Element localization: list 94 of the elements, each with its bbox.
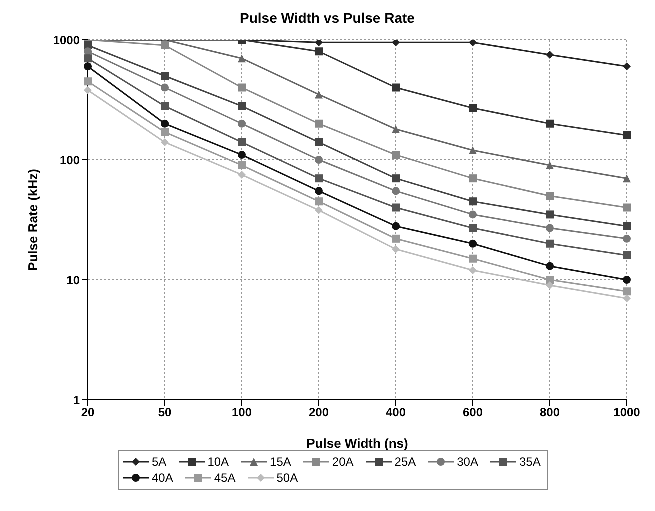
point — [392, 245, 400, 254]
point — [469, 198, 477, 206]
point — [623, 252, 631, 260]
point — [623, 294, 631, 303]
x-tick-label: 20 — [81, 406, 95, 420]
point — [623, 288, 631, 296]
point — [546, 262, 554, 270]
legend-label: 35A — [519, 455, 541, 469]
x-tick-label: 400 — [386, 406, 406, 420]
point — [238, 120, 246, 128]
point — [161, 41, 169, 50]
point — [469, 240, 477, 248]
point — [315, 138, 323, 146]
legend-label: 15A — [270, 455, 292, 469]
point — [392, 204, 400, 212]
point — [161, 128, 169, 136]
legend-label: 5A — [152, 455, 167, 469]
y-tick-label: 10 — [66, 273, 80, 288]
x-tick-label: 50 — [158, 406, 172, 420]
point — [546, 161, 554, 170]
legend-label: 25A — [394, 455, 416, 469]
point — [546, 192, 554, 200]
point — [546, 210, 554, 219]
x-tick-label: 100 — [232, 406, 252, 420]
point — [623, 234, 631, 243]
point — [469, 254, 477, 263]
point — [392, 84, 400, 92]
y-tick-label: 100 — [60, 153, 80, 168]
point — [546, 240, 554, 248]
point — [623, 132, 631, 140]
legend-label: 10A — [208, 455, 230, 469]
legend-label: 40A — [152, 471, 174, 485]
point — [161, 84, 169, 92]
legend-label: 45A — [214, 471, 236, 485]
point — [469, 210, 477, 219]
point — [546, 50, 554, 59]
point — [315, 120, 323, 128]
point — [469, 146, 477, 154]
y-tick-label: 1000 — [53, 33, 80, 48]
y-tick-label: 1 — [73, 393, 80, 408]
y-axis-title: Pulse Rate (kHz) — [26, 169, 41, 271]
point — [84, 78, 92, 86]
point — [469, 174, 477, 183]
legend-label: 30A — [457, 455, 478, 469]
x-tick-label: 800 — [540, 406, 560, 420]
point — [469, 40, 477, 47]
point — [546, 120, 554, 128]
point — [315, 206, 323, 214]
legend-label: 50A — [276, 471, 298, 485]
point — [392, 222, 400, 230]
point — [315, 90, 323, 99]
x-tick-label: 1000 — [614, 406, 641, 420]
point — [161, 120, 169, 128]
point — [315, 198, 323, 206]
point — [546, 224, 554, 232]
point — [161, 138, 169, 146]
point — [315, 187, 323, 196]
point — [315, 40, 323, 47]
point — [238, 54, 246, 63]
point — [392, 174, 400, 183]
point — [546, 281, 554, 290]
point — [84, 48, 92, 56]
point — [84, 86, 92, 94]
point — [392, 151, 400, 160]
point — [238, 138, 246, 146]
point — [84, 54, 92, 63]
point — [392, 125, 400, 134]
point — [392, 187, 400, 196]
point — [623, 62, 631, 71]
x-tick-label: 600 — [462, 406, 484, 420]
x-axis-title: Pulse Width (ns) — [306, 436, 408, 451]
point — [623, 204, 631, 212]
point — [238, 151, 246, 160]
point — [469, 266, 477, 274]
point — [392, 40, 400, 47]
x-tick-label: 200 — [308, 406, 330, 420]
point — [623, 174, 631, 183]
point — [161, 102, 169, 110]
point — [238, 161, 246, 170]
point — [238, 84, 246, 92]
point — [161, 72, 169, 80]
point — [623, 222, 631, 230]
legend-label: 20A — [332, 455, 354, 469]
point — [238, 170, 246, 179]
point — [392, 234, 400, 243]
point — [315, 174, 323, 183]
point — [315, 48, 323, 56]
point — [623, 276, 631, 284]
point — [84, 62, 92, 71]
point — [469, 104, 477, 112]
point — [315, 156, 323, 164]
point — [238, 102, 246, 110]
chart-title: Pulse Width vs Pulse Rate — [239, 10, 416, 26]
point — [469, 224, 477, 232]
